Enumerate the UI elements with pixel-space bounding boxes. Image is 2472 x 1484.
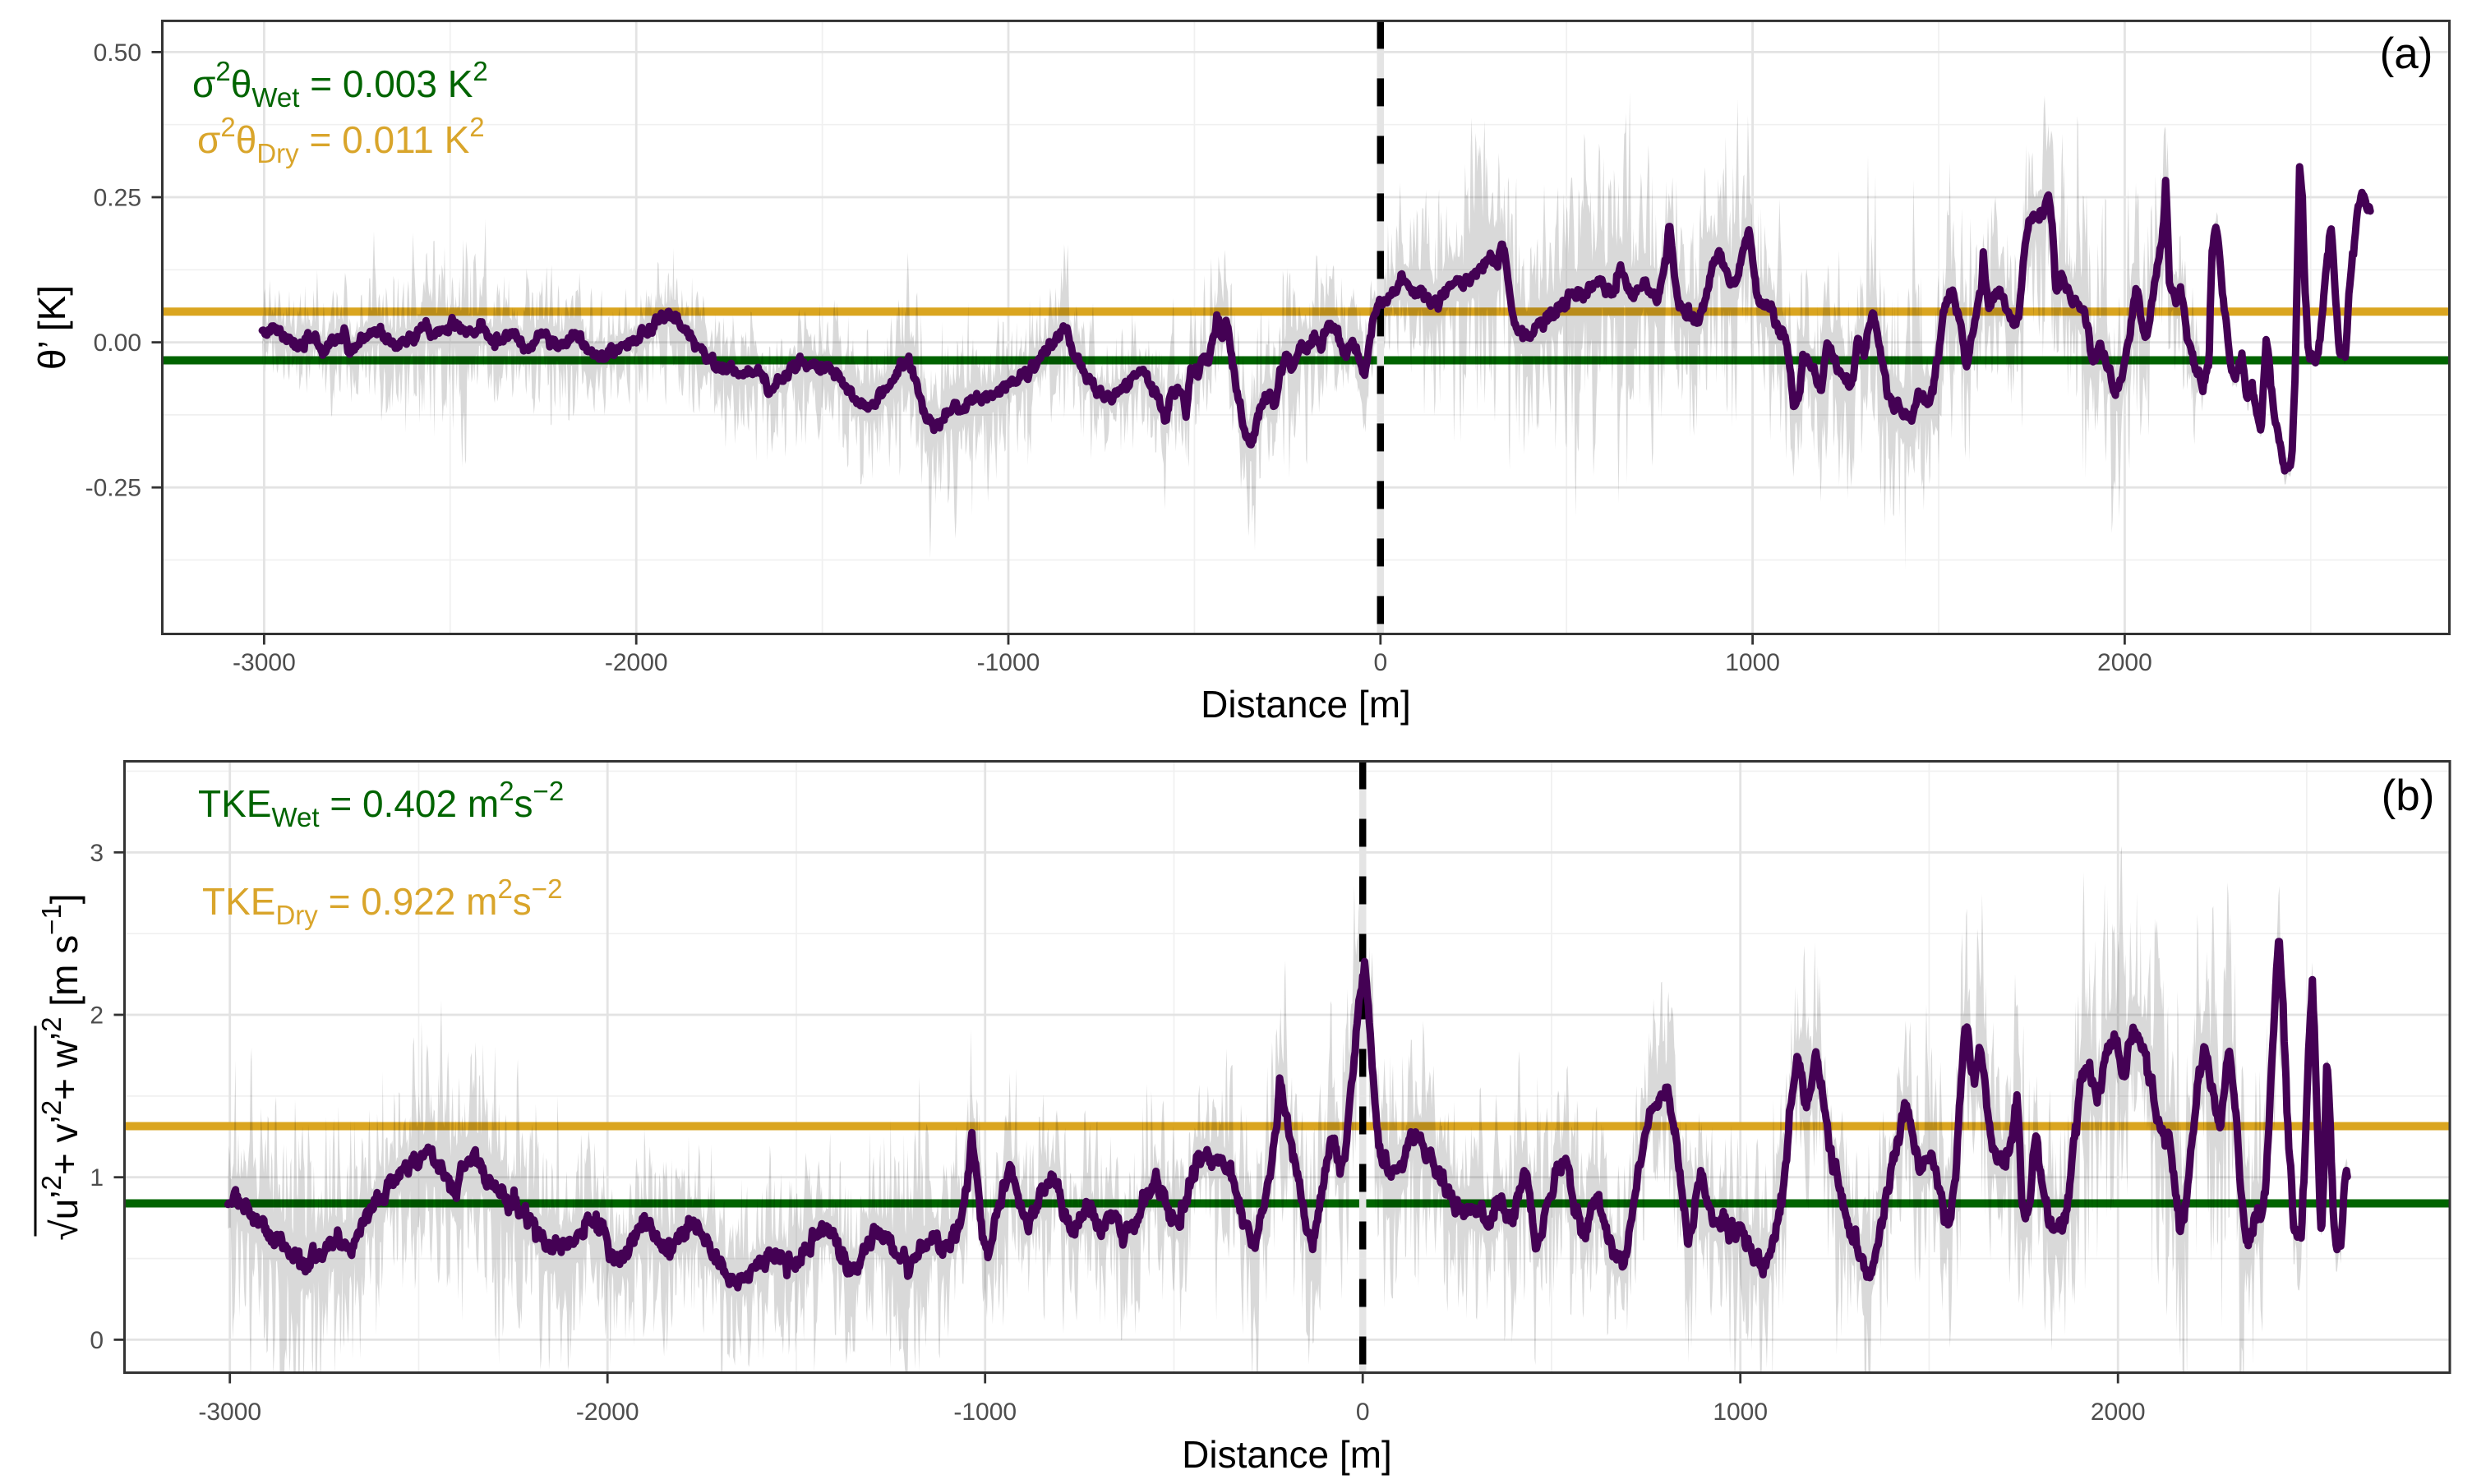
svg-text:-3000: -3000: [198, 1399, 261, 1426]
svg-text:0.00: 0.00: [94, 330, 141, 357]
svg-text:2000: 2000: [2091, 1399, 2146, 1426]
svg-text:-1000: -1000: [953, 1399, 1017, 1426]
svg-text:(a): (a): [2380, 30, 2433, 78]
svg-text:-0.25: -0.25: [85, 475, 141, 502]
svg-text:1000: 1000: [1713, 1399, 1768, 1426]
svg-text:1: 1: [90, 1164, 104, 1191]
svg-text:Distance [m]: Distance [m]: [1201, 683, 1411, 726]
svg-text:θ’ [K]: θ’ [K]: [30, 285, 73, 370]
svg-text:2: 2: [90, 1002, 104, 1030]
svg-text:0: 0: [90, 1327, 104, 1354]
svg-text:0: 0: [1373, 649, 1387, 676]
svg-text:σ2θWet = 0.003 K2: σ2θWet = 0.003 K2: [192, 56, 488, 113]
svg-text:3: 3: [90, 840, 104, 867]
svg-text:1000: 1000: [1725, 649, 1780, 676]
svg-text:-1000: -1000: [977, 649, 1040, 676]
svg-text:σ2θDry = 0.011 K2: σ2θDry = 0.011 K2: [197, 112, 485, 168]
svg-text:(b): (b): [2382, 772, 2435, 820]
svg-text:0.25: 0.25: [94, 185, 141, 212]
svg-text:Distance [m]: Distance [m]: [1182, 1433, 1392, 1476]
svg-text:-3000: -3000: [233, 649, 296, 676]
svg-text:0: 0: [1356, 1399, 1370, 1426]
svg-text:0.50: 0.50: [94, 39, 141, 67]
svg-text:-2000: -2000: [605, 649, 668, 676]
svg-text:√u’2+ v’2+ w’2 [m s−1]: √u’2+ v’2+ w’2 [m s−1]: [36, 893, 85, 1240]
svg-text:-2000: -2000: [576, 1399, 639, 1426]
svg-text:2000: 2000: [2097, 649, 2152, 676]
